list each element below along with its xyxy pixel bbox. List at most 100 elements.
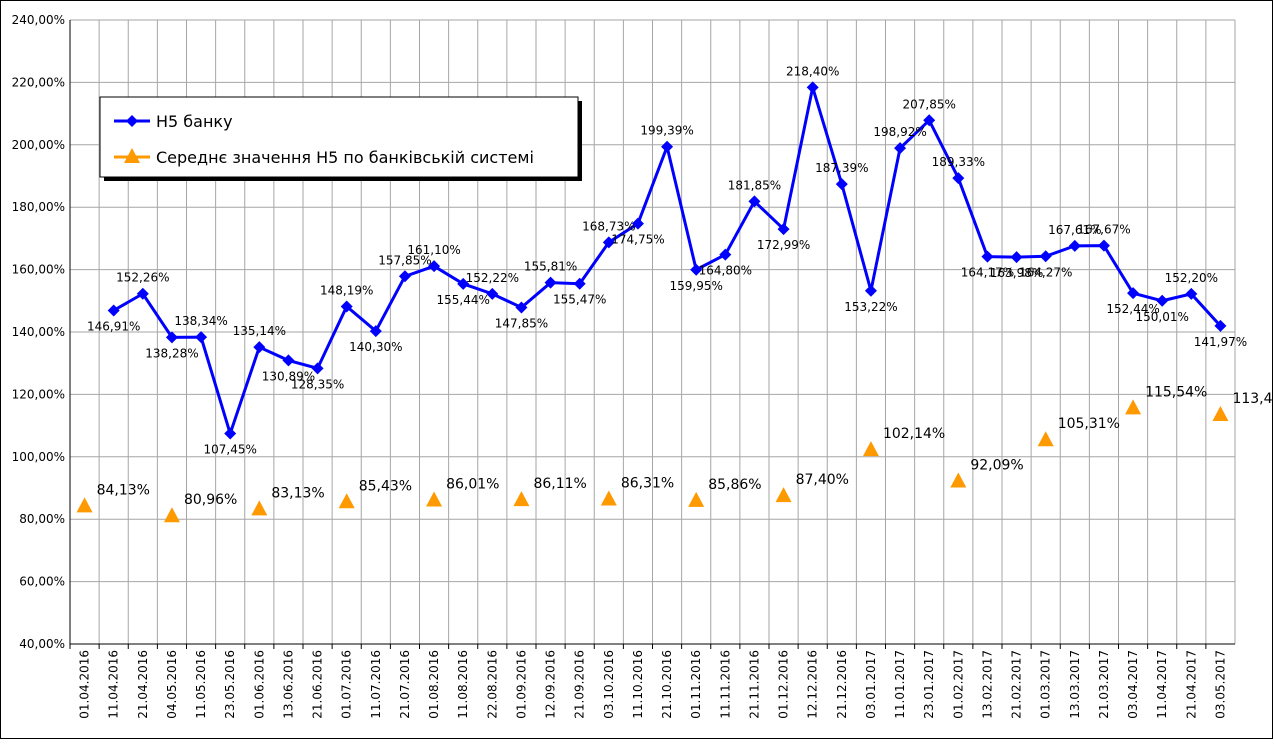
data-label: 167,61% (1048, 223, 1101, 237)
data-point (126, 115, 138, 127)
data-point (1068, 239, 1081, 252)
data-label: 86,31% (621, 476, 674, 492)
x-tick-label: 11.04.2016 (107, 650, 121, 719)
x-tick-label: 01.03.2017 (1039, 650, 1053, 719)
x-tick-label: 21.11.2016 (747, 650, 761, 719)
data-label: 152,22% (466, 271, 519, 285)
data-label: 199,39% (640, 124, 693, 138)
data-point (748, 195, 761, 208)
data-label: 146,91% (87, 319, 140, 333)
data-label: 174,75% (611, 233, 664, 247)
data-point (251, 500, 268, 516)
data-point (661, 140, 674, 153)
data-point (600, 490, 617, 506)
y-tick-label: 140,00% (12, 325, 65, 339)
data-label: 207,85% (902, 97, 955, 111)
y-tick-label: 80,00% (19, 512, 65, 526)
data-label: 155,81% (524, 260, 577, 274)
x-tick-label: 11.08.2016 (456, 650, 470, 719)
data-point (862, 441, 879, 457)
x-tick-label: 21.06.2016 (311, 650, 325, 719)
data-label: 167,67% (1077, 223, 1130, 237)
data-point (688, 491, 705, 507)
data-point (136, 287, 149, 300)
x-tick-label: 01.09.2016 (514, 650, 528, 719)
x-tick-label: 21.07.2016 (398, 650, 412, 719)
data-point (981, 250, 994, 263)
data-label: 140,30% (349, 340, 402, 354)
x-tick-label: 04.05.2016 (165, 650, 179, 719)
x-tick-label: 11.04.2017 (1155, 650, 1169, 719)
data-point (835, 178, 848, 191)
legend (99, 96, 579, 178)
x-tick-label: 03.05.2017 (1213, 650, 1227, 719)
x-tick-label: 01.12.2016 (777, 650, 791, 719)
data-label: 80,96% (184, 492, 237, 508)
data-label: 138,34% (174, 314, 227, 328)
data-label: 155,44% (436, 293, 489, 307)
data-point (1037, 431, 1054, 447)
data-label: 189,33% (932, 155, 985, 169)
data-label: 128,35% (291, 377, 344, 391)
x-tick-label: 11.07.2016 (369, 650, 383, 719)
x-tick-label: 21.09.2016 (573, 650, 587, 719)
data-point (1125, 399, 1142, 415)
data-label: 148,19% (320, 283, 373, 297)
data-point (631, 217, 644, 230)
x-tick-label: 11.10.2016 (631, 650, 645, 719)
data-point (124, 148, 140, 163)
data-label: 85,86% (708, 477, 761, 493)
data-label: 198,92% (873, 125, 926, 139)
x-tick-label: 03.10.2016 (602, 650, 616, 719)
x-tick-label: 01.02.2017 (951, 650, 965, 719)
data-point (428, 260, 441, 273)
data-point (1010, 251, 1023, 264)
x-tick-label: 23.01.2017 (922, 650, 936, 719)
x-tick-label: 11.01.2017 (893, 650, 907, 719)
y-tick-label: 220,00% (12, 75, 65, 89)
data-label: 164,80% (699, 264, 752, 278)
data-point (690, 263, 703, 276)
data-label: 141,97% (1194, 335, 1247, 349)
data-point (573, 277, 586, 290)
x-tick-label: 13.03.2017 (1068, 650, 1082, 719)
data-label: 138,28% (145, 346, 198, 360)
data-point (165, 331, 178, 344)
data-label: 86,11% (533, 476, 586, 492)
data-label: 130,89% (262, 369, 315, 383)
data-point (775, 487, 792, 503)
data-label: 84,13% (97, 482, 150, 498)
data-point (1212, 405, 1229, 421)
data-label: 152,20% (1165, 271, 1218, 285)
data-label: 168,73% (582, 219, 635, 233)
data-label: 218,40% (786, 64, 839, 78)
data-point (515, 301, 528, 314)
data-label: 152,44% (1106, 302, 1159, 316)
y-tick-label: 40,00% (19, 637, 65, 651)
x-tick-label: 13.06.2016 (281, 650, 295, 719)
x-tick-label: 01.04.2016 (78, 650, 92, 719)
x-tick-label: 21.03.2017 (1097, 650, 1111, 719)
data-point (457, 277, 470, 290)
data-point (806, 81, 819, 94)
x-tick-label: 01.06.2016 (252, 650, 266, 719)
x-tick-label: 01.07.2016 (340, 650, 354, 719)
data-point (282, 354, 295, 367)
data-point (544, 276, 557, 289)
data-label: 107,45% (203, 443, 256, 457)
data-label: 172,99% (757, 238, 810, 252)
x-tick-label: 21.04.2016 (136, 650, 150, 719)
data-point (76, 497, 93, 513)
data-point (1127, 287, 1140, 300)
x-tick-label: 21.12.2016 (835, 650, 849, 719)
y-tick-label: 120,00% (12, 387, 65, 401)
y-tick-label: 100,00% (12, 450, 65, 464)
y-tick-label: 180,00% (12, 200, 65, 214)
data-point (369, 325, 382, 338)
data-label: 157,85% (378, 253, 431, 267)
data-point (952, 172, 965, 185)
x-tick-label: 23.05.2016 (223, 650, 237, 719)
y-tick-label: 60,00% (19, 575, 65, 589)
x-tick-label: 21.02.2017 (1010, 650, 1024, 719)
